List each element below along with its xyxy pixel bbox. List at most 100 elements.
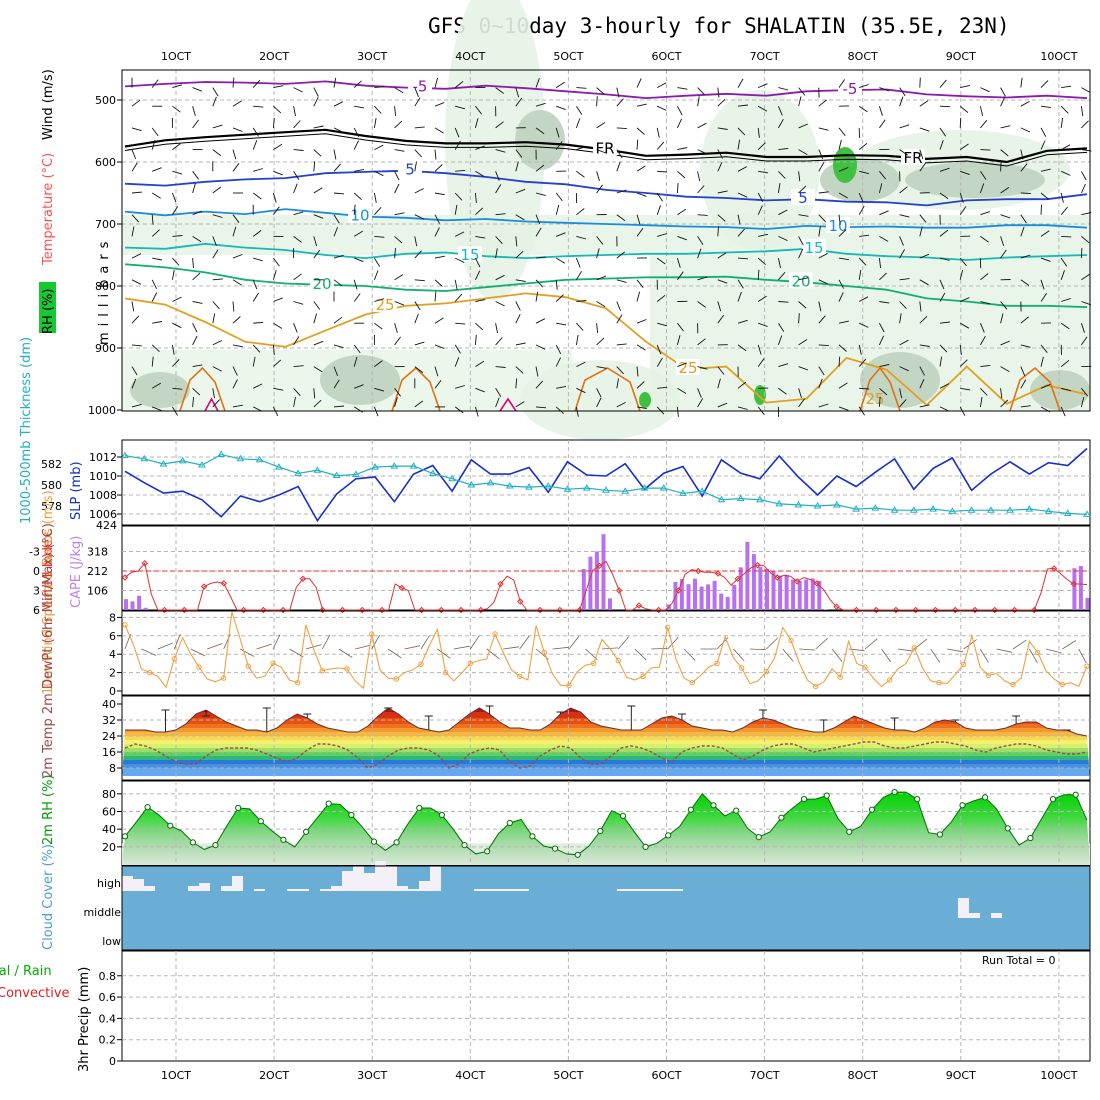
wind-barb <box>737 381 747 389</box>
wind-barb <box>737 257 749 260</box>
isotherm-label: FR <box>903 149 922 167</box>
wind-barb <box>495 248 498 259</box>
wind-barb <box>596 397 602 408</box>
wind-barb <box>737 279 744 289</box>
thickness-marker <box>448 474 456 482</box>
wind-barb <box>778 322 785 332</box>
rh2m-marker <box>597 827 604 835</box>
wind-barb <box>980 387 988 396</box>
wind-barb <box>737 214 741 225</box>
wind-barb <box>737 78 744 88</box>
wind-barb <box>1060 192 1064 203</box>
cloud-middle-gap <box>958 898 969 918</box>
cape-bar <box>706 584 711 610</box>
isotherm-label-bg <box>838 80 862 97</box>
wind-barb <box>1020 192 1031 194</box>
wind-barb <box>232 316 241 324</box>
wind-barb <box>757 358 765 367</box>
wind-barb <box>899 278 910 281</box>
cape-bar <box>817 580 822 610</box>
lifted-index-marker <box>615 587 623 594</box>
rh2m-marker <box>846 828 853 835</box>
thickness-marker <box>717 495 726 503</box>
wind-barb <box>495 388 502 398</box>
wind-label: Wind (m/s) <box>41 69 56 140</box>
wind-barb <box>272 270 277 280</box>
wind-barb <box>818 279 829 285</box>
wind-barb <box>434 366 439 377</box>
wind-barb <box>232 163 240 172</box>
wind-barb <box>717 378 721 389</box>
lifted-index-marker <box>774 574 781 581</box>
date-tick-bottom: 8OCT <box>848 1069 878 1082</box>
date-tick-top: 2OCT <box>259 50 289 63</box>
wind-barb <box>333 316 343 324</box>
wind-barb <box>354 105 365 109</box>
wind-barb <box>535 380 544 389</box>
wind-barb <box>1060 144 1071 150</box>
wind10m-barb <box>470 635 480 650</box>
wind-barb <box>232 214 240 223</box>
cape-label: CAPE (J/kg) <box>69 536 84 608</box>
wind-barb <box>374 105 382 114</box>
wind-barb <box>838 192 848 199</box>
wind-barb <box>657 105 667 111</box>
wind-barb <box>152 321 163 324</box>
wind-barb <box>758 170 769 174</box>
wind-barb <box>495 274 505 281</box>
cape-bar <box>712 580 717 611</box>
wind-barb <box>232 366 238 376</box>
wind-barb <box>333 226 339 237</box>
wind-barb <box>272 117 275 128</box>
wind-barb <box>616 189 627 194</box>
date-tick-bottom: 6OCT <box>651 1069 681 1082</box>
wind-barb <box>1020 77 1023 88</box>
wind-barb <box>778 170 786 179</box>
isotherm-label: 25 <box>678 359 697 377</box>
wind-barb <box>575 335 579 345</box>
wind-barb <box>980 119 988 129</box>
wind-barb <box>555 344 562 355</box>
wind-barb <box>252 292 259 302</box>
wind-barb <box>1040 279 1045 290</box>
rh-shading <box>122 0 1090 440</box>
precip-tick-label: 0 <box>109 1055 116 1068</box>
wind-barb <box>434 317 444 324</box>
wind-barb <box>434 102 445 107</box>
wind-barb <box>879 322 885 333</box>
wind-barb <box>717 190 728 194</box>
isotherm-label: 5 <box>405 161 415 179</box>
wind-barb <box>535 227 542 237</box>
date-tick-bottom: 7OCT <box>750 1069 780 1082</box>
wind-barb <box>475 299 486 302</box>
wind-barb <box>899 301 907 310</box>
wind-barb <box>192 171 199 180</box>
wind-barb <box>879 119 886 129</box>
cloud-high-gap <box>133 879 144 891</box>
wind10m-barb <box>1078 648 1087 664</box>
thickness-slp-panel: 578 580 582 1006 1008 1010 1012 424 1000-500mb … <box>19 337 1091 532</box>
wind-barb <box>172 84 183 89</box>
lifted-tick-label: 3 <box>33 585 40 598</box>
cloud-high-gap <box>298 889 309 891</box>
thickness-marker <box>871 504 880 511</box>
wind-barb <box>495 323 498 334</box>
temp-band <box>122 752 1090 756</box>
wind-barb <box>535 344 546 350</box>
rh2m-marker <box>642 843 649 851</box>
cape-bar <box>124 599 128 610</box>
wind-barb <box>495 213 506 216</box>
cape-bar <box>130 601 135 610</box>
wind-barb <box>838 166 849 172</box>
wind-barb <box>353 80 362 88</box>
thickness-slp-grid <box>122 440 1090 525</box>
wind-barb <box>212 249 219 259</box>
wind-barb <box>212 366 222 372</box>
wind-barb <box>434 192 445 196</box>
wind10m-barb <box>141 648 157 656</box>
cape-bar <box>1072 568 1077 610</box>
wind10m-barb <box>815 638 828 650</box>
wind-barb <box>879 387 888 396</box>
wind-barb <box>273 85 284 89</box>
wind-barb <box>919 253 930 259</box>
